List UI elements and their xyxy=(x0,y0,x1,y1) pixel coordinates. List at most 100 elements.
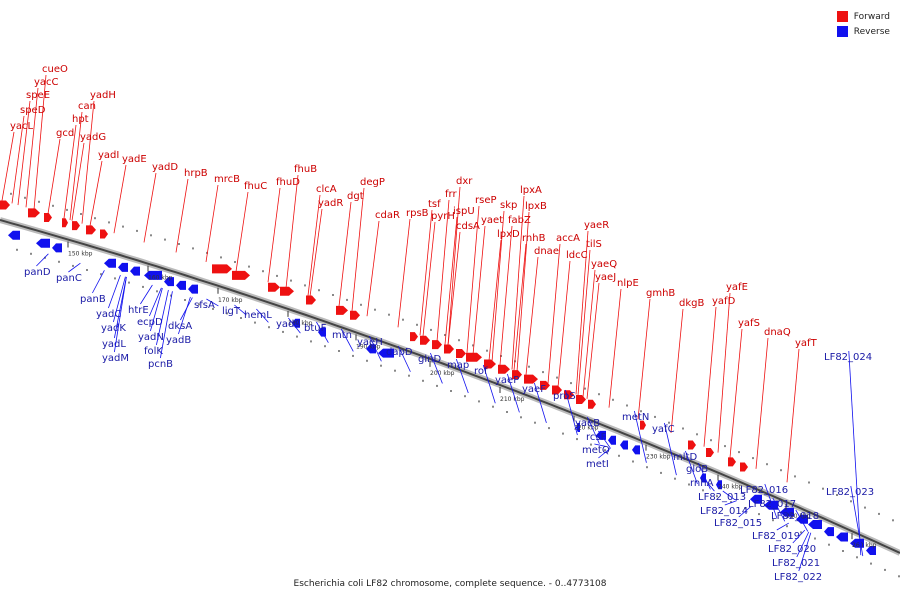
forward-gene-arrow xyxy=(420,335,430,345)
track-dot-forward xyxy=(206,251,208,254)
track-dot-reverse xyxy=(464,395,466,398)
reverse-gene-arrow xyxy=(366,344,376,354)
tick-label: 260 kbp xyxy=(852,542,877,549)
forward-gene-yafe: yafE xyxy=(726,282,748,293)
reverse-gene-arrow xyxy=(164,277,174,287)
track-dot-reverse xyxy=(632,460,634,463)
forward-leader-line xyxy=(338,201,352,307)
reverse-leader-line xyxy=(598,447,611,459)
track-dot-reverse xyxy=(422,379,424,382)
reverse-gene-arrow xyxy=(130,266,140,276)
reverse-gene-metq: metQ xyxy=(582,445,610,456)
track-dot-reverse xyxy=(478,400,480,403)
forward-leader-line xyxy=(557,260,571,388)
track-dot-forward xyxy=(864,506,866,509)
track-dot-reverse xyxy=(198,303,200,306)
forward-gene-gcd: gcd xyxy=(56,128,74,139)
forward-gene-dnaq: dnaQ xyxy=(764,327,791,338)
track-dot-forward xyxy=(892,519,894,522)
reverse-gene-meti: metI xyxy=(586,459,609,470)
track-dot-reverse xyxy=(352,354,354,357)
forward-leader-line xyxy=(472,225,486,355)
forward-gene-rsep: rseP xyxy=(475,195,497,206)
track-dot-reverse xyxy=(254,321,256,324)
forward-gene-yafs: yafS xyxy=(738,318,760,329)
reverse-leader-line xyxy=(738,506,752,518)
forward-leader-line xyxy=(582,269,596,398)
forward-gene-lpxa: lpxA xyxy=(520,185,542,196)
reverse-leader-line xyxy=(113,276,126,323)
forward-gene-mrcb: mrcB xyxy=(214,174,240,185)
track-dot-forward xyxy=(108,221,110,224)
reverse-gene-yaeb: yaeB xyxy=(575,418,600,429)
reverse-gene-arrow xyxy=(188,284,198,294)
reverse-gene-rof: rof xyxy=(474,366,488,377)
reverse-gene-mtn: mtn xyxy=(332,330,352,341)
forward-leader-line xyxy=(89,160,103,227)
track-dot-reverse xyxy=(870,562,872,565)
track-dot-forward xyxy=(136,229,138,232)
forward-leader-line xyxy=(285,174,299,289)
reverse-gene-arrow xyxy=(378,348,394,358)
track-dot-forward xyxy=(52,204,54,207)
track-dot-forward xyxy=(626,404,628,407)
reverse-gene-lf82-021: LF82_021 xyxy=(772,558,820,569)
track-dot-reverse xyxy=(100,273,102,276)
reverse-gene-rcsf: rcsF xyxy=(586,432,607,443)
reverse-gene-arrow xyxy=(866,545,876,555)
reverse-leader-line xyxy=(92,270,105,294)
track-dot-forward xyxy=(808,481,810,484)
reverse-leader-line xyxy=(776,522,789,531)
forward-gene-arrow xyxy=(306,295,316,305)
reverse-gene-arrow xyxy=(176,280,186,290)
track-dot-forward xyxy=(332,294,334,296)
track-dot-reverse xyxy=(856,556,858,559)
reverse-gene-arrow xyxy=(824,527,834,537)
track-dot-reverse xyxy=(646,466,648,469)
track-dot-forward xyxy=(178,243,180,245)
forward-leader-line xyxy=(235,191,249,272)
forward-gene-yade: yadE xyxy=(122,154,147,165)
reverse-gene-glnd: glnD xyxy=(418,354,441,365)
track-dot-forward xyxy=(710,439,712,442)
track-dot-reverse xyxy=(394,369,396,372)
track-dot-forward xyxy=(738,451,740,454)
track-dot-forward xyxy=(388,313,390,316)
track-dot-reverse xyxy=(814,537,816,540)
track-dot-forward xyxy=(528,365,530,368)
reverse-gene-lf82-017: LF82_017 xyxy=(748,499,796,510)
reverse-gene-arrow xyxy=(8,230,20,240)
reverse-gene-arrow xyxy=(796,514,808,524)
forward-gene-hrpb: hrpB xyxy=(184,168,208,179)
track-dot-reverse xyxy=(310,340,312,343)
forward-gene-yadh: yadH xyxy=(90,90,116,101)
track-dot-reverse xyxy=(548,427,550,430)
forward-gene-hpt: hpt xyxy=(72,114,89,125)
forward-gene-fhub: fhuB xyxy=(294,164,317,175)
reverse-leader-line xyxy=(149,287,162,317)
track-dot-forward xyxy=(850,500,852,503)
track-dot-reverse xyxy=(450,390,452,392)
track-dot-reverse xyxy=(128,281,130,284)
reverse-leader-line xyxy=(156,289,169,346)
forward-gene-arrow xyxy=(44,213,52,223)
forward-gene-arrow xyxy=(350,310,360,320)
reverse-gene-arrow xyxy=(52,243,62,253)
reverse-gene-yadn: yadN xyxy=(138,332,164,343)
forward-gene-yadg: yadG xyxy=(80,132,106,143)
forward-gene-arrow xyxy=(498,364,510,374)
reverse-leader-line xyxy=(634,410,647,463)
forward-leader-line xyxy=(511,195,525,370)
forward-gene-cdar: cdaR xyxy=(375,210,400,221)
reverse-leader-line xyxy=(764,483,778,518)
reverse-leader-line xyxy=(798,532,812,572)
forward-leader-line xyxy=(637,298,651,420)
forward-leader-line xyxy=(447,231,461,346)
forward-leader-line xyxy=(422,221,436,337)
forward-gene-fabz: fabZ xyxy=(508,215,531,226)
track-dot-reverse xyxy=(226,312,228,315)
reverse-swatch xyxy=(836,26,848,37)
forward-gene-dkgb: dkgB xyxy=(679,298,704,309)
reverse-gene-pros: proS xyxy=(553,391,576,402)
